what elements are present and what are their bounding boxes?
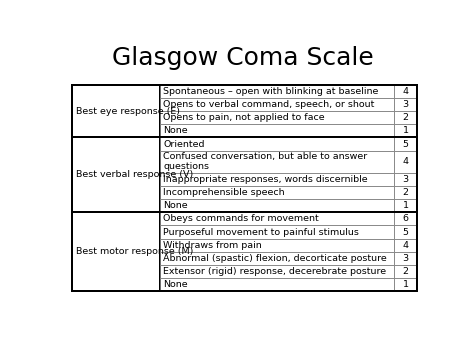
Bar [72, 137, 160, 212]
Bar [72, 85, 418, 137]
Text: 1: 1 [403, 126, 409, 135]
Bar [160, 151, 394, 173]
Text: 3: 3 [402, 254, 409, 263]
Text: 2: 2 [403, 113, 409, 122]
Bar [160, 278, 394, 291]
Bar [394, 173, 418, 186]
Bar [394, 278, 418, 291]
Bar [160, 98, 394, 111]
Bar [394, 151, 418, 173]
Bar [160, 186, 394, 199]
Bar [160, 265, 394, 278]
Text: 4: 4 [403, 241, 409, 250]
Bar [160, 85, 394, 98]
Bar [160, 239, 394, 252]
Bar [160, 124, 394, 137]
Text: Incomprehensible speech: Incomprehensible speech [163, 188, 285, 197]
Bar [160, 225, 394, 239]
Text: Best eye response (E): Best eye response (E) [76, 107, 180, 116]
Bar [160, 199, 394, 212]
Text: Best verbal response (V): Best verbal response (V) [76, 170, 193, 179]
Text: 1: 1 [403, 201, 409, 210]
Bar [394, 111, 418, 124]
Text: Opens to verbal command, speech, or shout: Opens to verbal command, speech, or shou… [163, 100, 374, 109]
Bar [394, 186, 418, 199]
Text: None: None [163, 126, 188, 135]
Text: Glasgow Coma Scale: Glasgow Coma Scale [112, 46, 374, 70]
Bar [72, 212, 160, 291]
Bar [394, 225, 418, 239]
Text: Opens to pain, not applied to face: Opens to pain, not applied to face [163, 113, 325, 122]
Text: Withdraws from pain: Withdraws from pain [163, 241, 262, 250]
Text: 6: 6 [403, 214, 409, 223]
Bar [72, 212, 418, 291]
Text: Purposeful movement to painful stimulus: Purposeful movement to painful stimulus [163, 228, 359, 236]
Text: 5: 5 [403, 228, 409, 236]
Bar [160, 252, 394, 265]
Bar [394, 137, 418, 151]
Text: Confused conversation, but able to answer
questions: Confused conversation, but able to answe… [163, 152, 367, 171]
Text: Extensor (rigid) response, decerebrate posture: Extensor (rigid) response, decerebrate p… [163, 267, 386, 276]
Bar [160, 173, 394, 186]
Text: Abnormal (spastic) flexion, decorticate posture: Abnormal (spastic) flexion, decorticate … [163, 254, 387, 263]
Text: 2: 2 [403, 267, 409, 276]
Bar [394, 212, 418, 225]
Text: 3: 3 [402, 175, 409, 184]
Text: Oriented: Oriented [163, 140, 205, 148]
Bar [160, 85, 418, 137]
Text: 4: 4 [403, 87, 409, 96]
Text: Inappropriate responses, words discernible: Inappropriate responses, words discernib… [163, 175, 368, 184]
Bar [394, 199, 418, 212]
Bar [160, 111, 394, 124]
Text: 3: 3 [402, 100, 409, 109]
Text: Spontaneous – open with blinking at baseline: Spontaneous – open with blinking at base… [163, 87, 378, 96]
Text: None: None [163, 201, 188, 210]
Bar [72, 85, 160, 137]
Text: Obeys commands for movement: Obeys commands for movement [163, 214, 319, 223]
Text: 4: 4 [403, 157, 409, 166]
Bar [394, 265, 418, 278]
Bar [394, 98, 418, 111]
Bar [72, 137, 418, 212]
Bar [394, 252, 418, 265]
Text: 2: 2 [403, 188, 409, 197]
Bar [160, 137, 418, 212]
Text: None: None [163, 280, 188, 289]
Bar [160, 137, 394, 151]
Bar [160, 212, 394, 225]
Bar [394, 124, 418, 137]
Bar [160, 212, 418, 291]
Text: 1: 1 [403, 280, 409, 289]
Text: 5: 5 [403, 140, 409, 148]
Bar [394, 85, 418, 98]
Bar [394, 239, 418, 252]
Text: Best motor response (M): Best motor response (M) [76, 247, 193, 256]
